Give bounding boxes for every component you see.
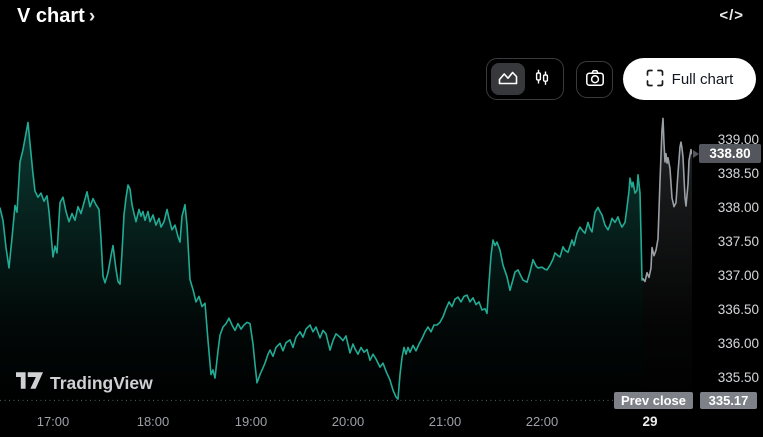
x-axis-label: 22:00 xyxy=(525,414,559,429)
fullscreen-icon xyxy=(646,69,664,90)
after-hours-area xyxy=(643,118,692,413)
x-axis-label: 19:00 xyxy=(234,414,268,429)
price-chart-svg xyxy=(0,117,693,413)
prev-close-label-badge: Prev close xyxy=(613,392,693,409)
candles-style-button[interactable] xyxy=(525,63,559,95)
x-axis-label: 17:00 xyxy=(36,414,70,429)
area-chart-icon xyxy=(498,70,518,89)
prev-close-value-badge: 335.17 xyxy=(700,392,757,409)
regular-session-area xyxy=(0,122,643,413)
current-price-pointer-icon xyxy=(693,150,699,158)
after-hours-line xyxy=(642,117,693,283)
tradingview-logo-icon xyxy=(16,372,43,394)
code-embed-icon[interactable]: </> xyxy=(719,7,744,24)
symbol-title-link[interactable]: V chart › xyxy=(17,5,95,28)
x-axis-label: 21:00 xyxy=(428,414,462,429)
y-axis-label: 337.50 xyxy=(717,234,759,249)
x-axis-label: 29 xyxy=(642,414,658,429)
full-chart-label: Full chart xyxy=(671,70,734,88)
y-axis-label: 336.00 xyxy=(717,336,759,351)
y-axis-label: 338.00 xyxy=(717,200,759,215)
candles-icon xyxy=(534,69,550,90)
snapshot-camera-button[interactable] xyxy=(576,61,613,98)
y-axis-label: 338.50 xyxy=(717,166,759,181)
current-price-badge: 338.80 xyxy=(699,144,761,163)
page-title: V chart xyxy=(17,5,85,27)
chart-area[interactable] xyxy=(0,100,693,413)
camera-icon xyxy=(585,69,605,90)
x-axis-label: 20:00 xyxy=(331,414,365,429)
tradingview-brand-text: TradingView xyxy=(50,372,153,393)
tradingview-attribution-link[interactable]: TradingView xyxy=(16,372,153,394)
y-axis-label: 335.50 xyxy=(717,370,759,385)
y-axis-label: 339.00 xyxy=(717,132,759,147)
regular-session-line xyxy=(0,121,644,400)
y-axis-label: 337.00 xyxy=(717,268,759,283)
y-axis-label: 336.50 xyxy=(717,302,759,317)
chevron-right-icon: › xyxy=(88,6,96,27)
x-axis-label: 18:00 xyxy=(136,414,170,429)
full-chart-button[interactable]: Full chart xyxy=(623,58,756,100)
chart-style-toggle xyxy=(486,58,564,100)
area-style-button[interactable] xyxy=(491,63,525,95)
